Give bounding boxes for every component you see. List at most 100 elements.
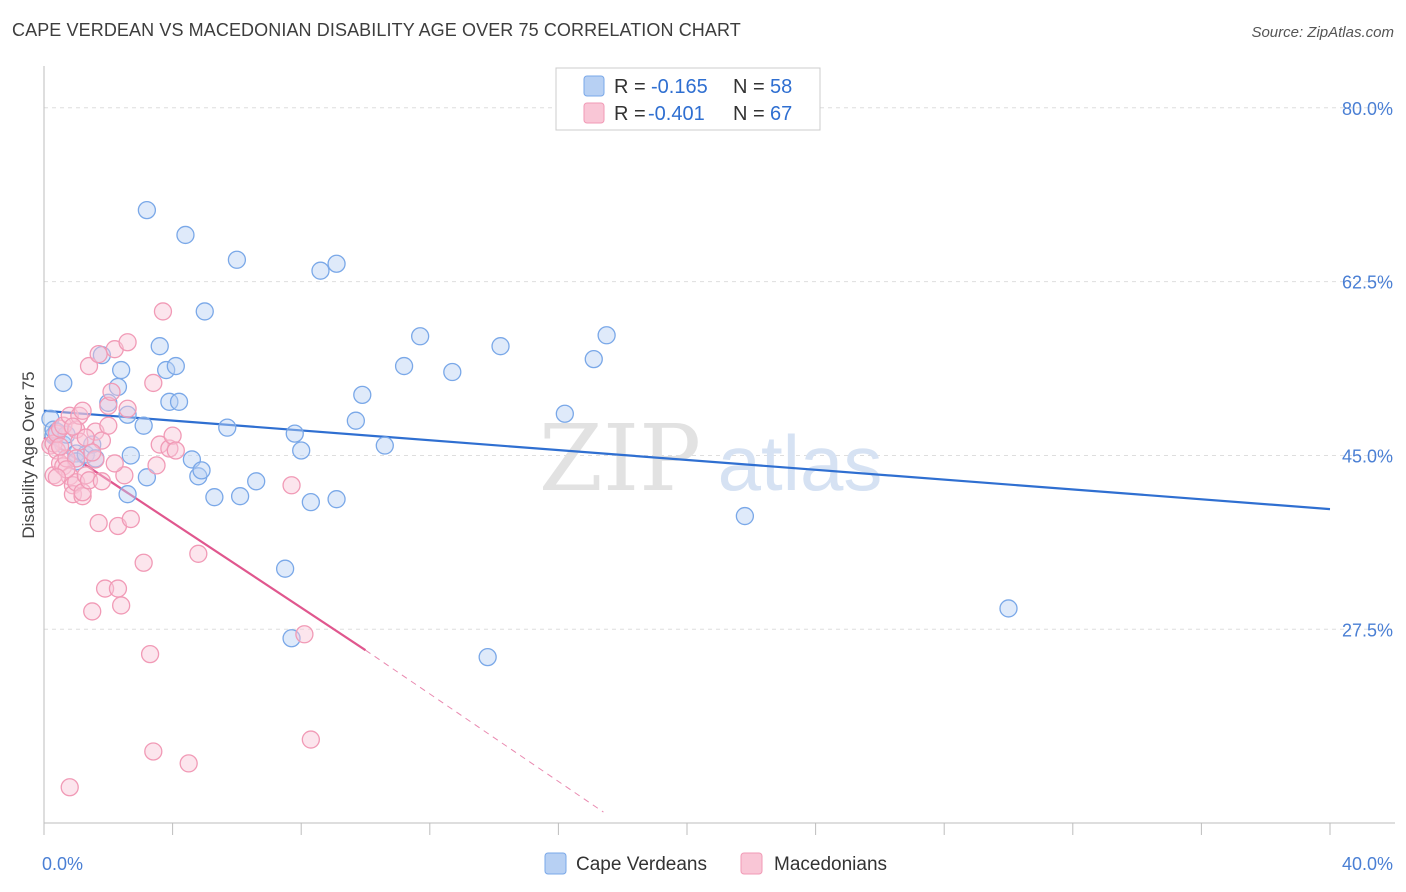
point-macedonian-50: [163, 426, 182, 445]
x-tick-label-0: 0.0%: [42, 854, 83, 874]
point-macedonian-56: [301, 730, 320, 749]
point-cape-verdean-32: [205, 488, 224, 507]
point-macedonian-28: [89, 344, 108, 364]
bottom-legend-label-cape-verdeans: Cape Verdeans: [576, 854, 707, 875]
legend: R = -0.165 N = 58 R = -0.401 N = 67: [555, 67, 821, 131]
point-cape-verdean-51: [478, 647, 497, 667]
point-cape-verdean-26: [169, 392, 189, 411]
point-cape-verdean-46: [353, 385, 372, 405]
point-cape-verdean-54: [584, 349, 603, 369]
point-cape-verdean-5: [54, 373, 73, 393]
point-cape-verdean-30: [192, 461, 211, 480]
point-macedonian-21: [76, 466, 95, 485]
point-macedonian-55: [295, 625, 314, 644]
point-macedonian-24: [83, 602, 102, 621]
trend-line-cape-verdeans: [43, 409, 1331, 511]
legend-r-value-1: -0.165: [651, 76, 708, 98]
point-cape-verdean-19: [134, 416, 153, 435]
trend-extension-macedonians: [365, 649, 604, 813]
point-macedonian-47: [150, 435, 169, 454]
y-tick-label-2: 62.5%: [1342, 273, 1393, 293]
legend-n-value-1: 58: [770, 76, 792, 98]
point-macedonian-43: [140, 644, 160, 664]
point-macedonian-65: [105, 454, 124, 473]
point-macedonian-53: [189, 544, 208, 563]
bottom-legend: Cape Verdeans Macedonians: [544, 852, 887, 875]
point-macedonian-19: [73, 487, 92, 506]
point-cape-verdean-22: [150, 337, 169, 356]
point-macedonian-57: [60, 778, 79, 797]
gridlines: [44, 107, 1395, 630]
point-cape-verdean-24: [160, 392, 179, 411]
point-macedonian-59: [50, 437, 70, 456]
point-cape-verdean-50: [443, 362, 462, 382]
point-macedonian-18: [73, 401, 92, 420]
point-macedonian-62: [63, 417, 83, 436]
watermark: ZIP atlas: [539, 405, 882, 512]
point-macedonian-46: [147, 456, 166, 475]
point-cape-verdean-43: [327, 254, 346, 273]
legend-r-value-2: -0.401: [648, 103, 705, 125]
point-macedonian-63: [83, 443, 102, 462]
point-cape-verdean-48: [394, 356, 414, 376]
point-cape-verdean-33: [218, 418, 237, 437]
point-cape-verdean-16: [118, 485, 137, 504]
bottom-legend-swatch-macedonians: [740, 852, 763, 875]
point-cape-verdean-20: [137, 468, 157, 487]
point-cape-verdean-25: [166, 356, 185, 376]
point-cape-verdean-57: [999, 599, 1018, 618]
bottom-legend-label-macedonians: Macedonians: [774, 854, 887, 875]
y-tick-label-1: 45.0%: [1342, 446, 1393, 466]
point-cape-verdean-55: [597, 326, 616, 345]
point-macedonian-37: [112, 596, 131, 615]
point-macedonian-32: [99, 396, 118, 415]
point-cape-verdean-47: [375, 436, 394, 455]
point-cape-verdean-56: [735, 506, 755, 526]
point-macedonian-35: [108, 579, 128, 598]
point-macedonian-38: [115, 466, 134, 485]
x-tick-label-1: 40.0%: [1342, 854, 1393, 874]
legend-r-label-1: R =: [614, 76, 646, 98]
point-macedonian-51: [166, 441, 185, 460]
point-macedonian-31: [95, 579, 115, 598]
point-macedonian-41: [121, 509, 140, 529]
point-cape-verdean-17: [118, 405, 137, 424]
chart-title: CAPE VERDEAN VS MACEDONIAN DISABILITY AG…: [12, 20, 741, 40]
source-credit: Source: ZipAtlas.com: [1251, 24, 1394, 41]
point-macedonian-61: [99, 416, 118, 435]
point-macedonian-40: [118, 333, 137, 352]
point-macedonian-39: [118, 399, 137, 418]
x-tick-labels: 0.0% 40.0%: [42, 854, 1393, 874]
point-macedonian-17: [70, 406, 89, 425]
data-points: [41, 200, 1018, 797]
point-macedonian-29: [92, 472, 112, 491]
point-macedonian-48: [153, 302, 173, 321]
legend-r-label-2: R =: [614, 103, 646, 125]
legend-swatch-macedonians: [583, 102, 605, 124]
point-macedonian-66: [47, 468, 67, 487]
point-cape-verdean-15: [112, 360, 131, 380]
point-cape-verdean-18: [121, 446, 140, 465]
point-cape-verdean-42: [311, 261, 330, 280]
bottom-legend-swatch-cape-verdeans: [544, 852, 567, 875]
point-cape-verdean-44: [327, 490, 346, 509]
point-macedonian-54: [282, 476, 301, 495]
point-cape-verdean-27: [176, 225, 195, 245]
point-cape-verdean-31: [195, 302, 214, 321]
point-macedonian-22: [79, 356, 99, 376]
point-cape-verdean-53: [555, 404, 574, 423]
y-tick-labels: 27.5% 45.0% 62.5% 80.0%: [1342, 99, 1393, 640]
legend-swatch-cape-verdeans: [583, 75, 605, 97]
point-macedonian-52: [179, 754, 198, 773]
point-cape-verdean-35: [230, 487, 250, 506]
point-macedonian-33: [102, 382, 121, 402]
y-tick-label-3: 80.0%: [1342, 99, 1393, 119]
point-cape-verdean-52: [491, 337, 510, 356]
point-cape-verdean-34: [227, 250, 247, 269]
trend-line-macedonians: [43, 436, 367, 652]
legend-n-label-2: N =: [733, 103, 765, 125]
axes: [43, 66, 1395, 835]
legend-n-label-1: N =: [733, 76, 765, 98]
legend-n-value-2: 67: [770, 103, 792, 125]
point-macedonian-23: [79, 471, 99, 490]
